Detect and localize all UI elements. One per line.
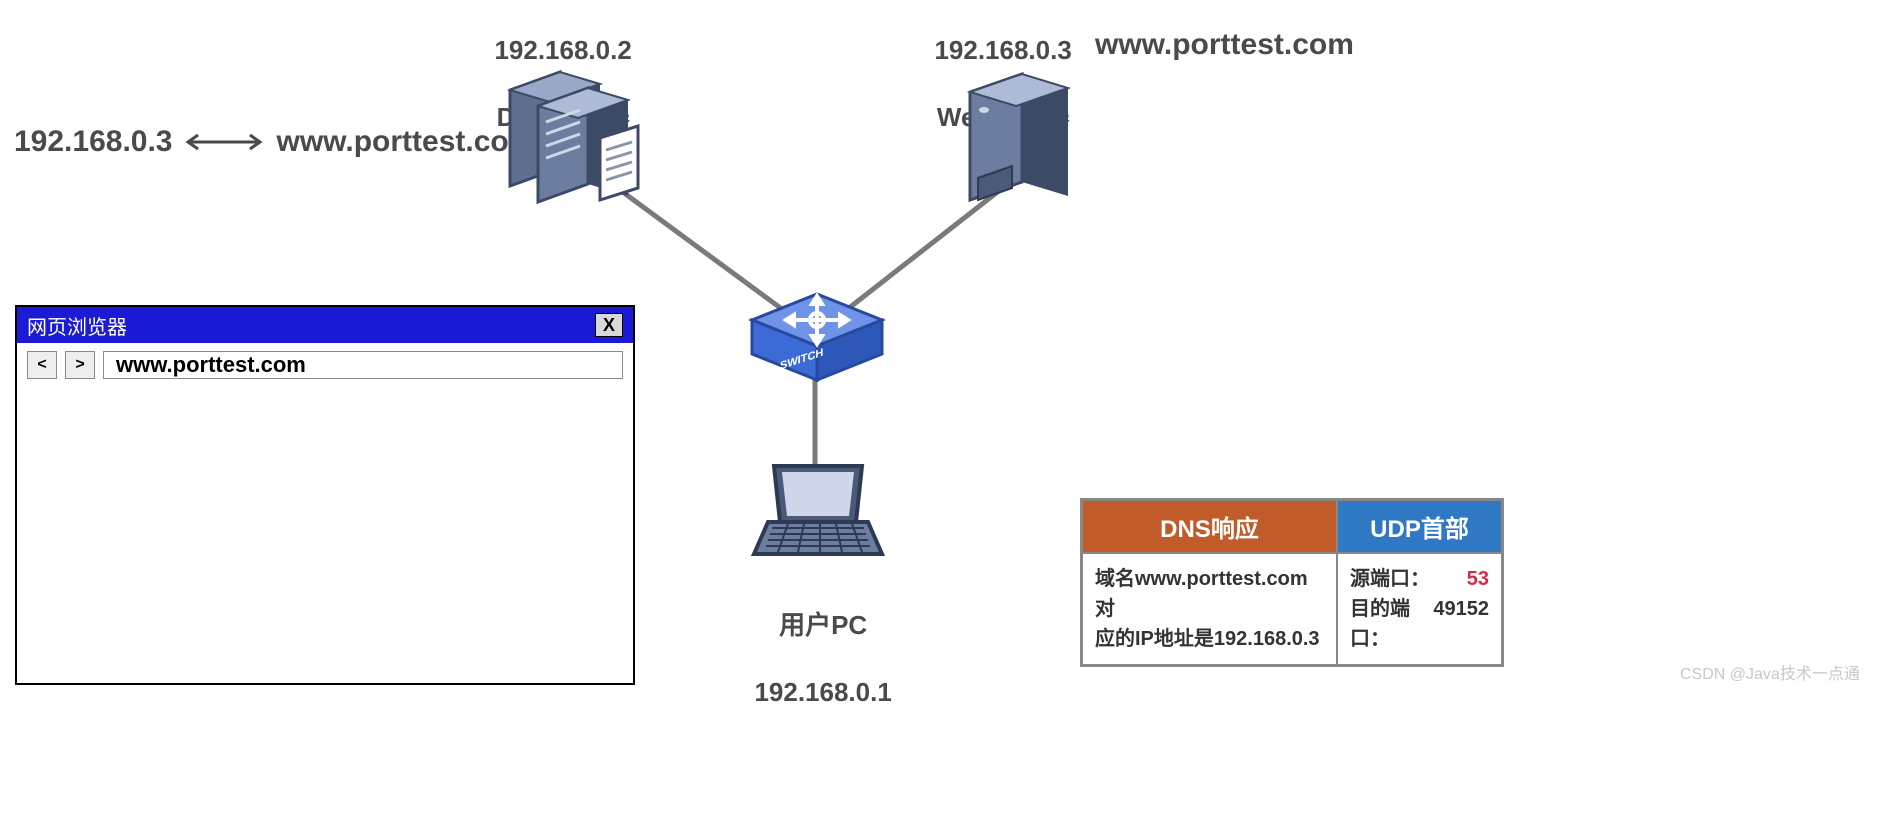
user-pc-ip: 192.168.0.1 [754, 677, 891, 707]
dns-mapping: 192.168.0.3 www.porttest.com [14, 125, 535, 159]
switch-icon: SWITCH [742, 280, 892, 390]
udp-dst-value: 49152 [1433, 594, 1489, 654]
dns-mapping-ip: 192.168.0.3 [14, 125, 172, 159]
browser-url-bar[interactable]: www.porttest.com [103, 351, 623, 379]
laptop-icon [748, 458, 888, 568]
udp-src-value: 53 [1467, 564, 1489, 594]
web-server-icon [950, 60, 1090, 210]
user-pc-name: 用户PC [779, 610, 867, 640]
udp-body: 源端口： 53 目的端口： 49152 [1337, 553, 1502, 665]
browser-window: 网页浏览器 X < > www.porttest.com [15, 305, 635, 685]
dns-response-header: DNS响应 [1082, 500, 1337, 553]
browser-toolbar: < > www.porttest.com [17, 343, 633, 387]
browser-close-button[interactable]: X [595, 313, 623, 337]
browser-forward-button[interactable]: > [65, 351, 95, 379]
udp-src-label: 源端口： [1350, 564, 1430, 594]
dns-body-line1: 域名www.porttest.com对 [1095, 568, 1308, 620]
udp-dst-label: 目的端口： [1350, 594, 1425, 654]
watermark: CSDN @Java技术一点通 [1680, 660, 1860, 684]
browser-titlebar: 网页浏览器 X [17, 307, 633, 343]
udp-header: UDP首部 [1337, 500, 1502, 553]
web-server-domain: www.porttest.com [1095, 25, 1354, 64]
browser-back-button[interactable]: < [27, 351, 57, 379]
user-pc-label: 用户PC 192.168.0.1 [740, 575, 892, 710]
dns-response-body: 域名www.porttest.com对 应的IP地址是192.168.0.3 [1082, 553, 1337, 665]
browser-title-text: 网页浏览器 [27, 311, 127, 340]
dns-server-icon [490, 60, 660, 210]
dns-body-line2: 应的IP地址是192.168.0.3 [1095, 628, 1320, 650]
packet-table: DNS响应 域名www.porttest.com对 应的IP地址是192.168… [1080, 498, 1504, 667]
bidirectional-arrow-icon [184, 132, 264, 152]
